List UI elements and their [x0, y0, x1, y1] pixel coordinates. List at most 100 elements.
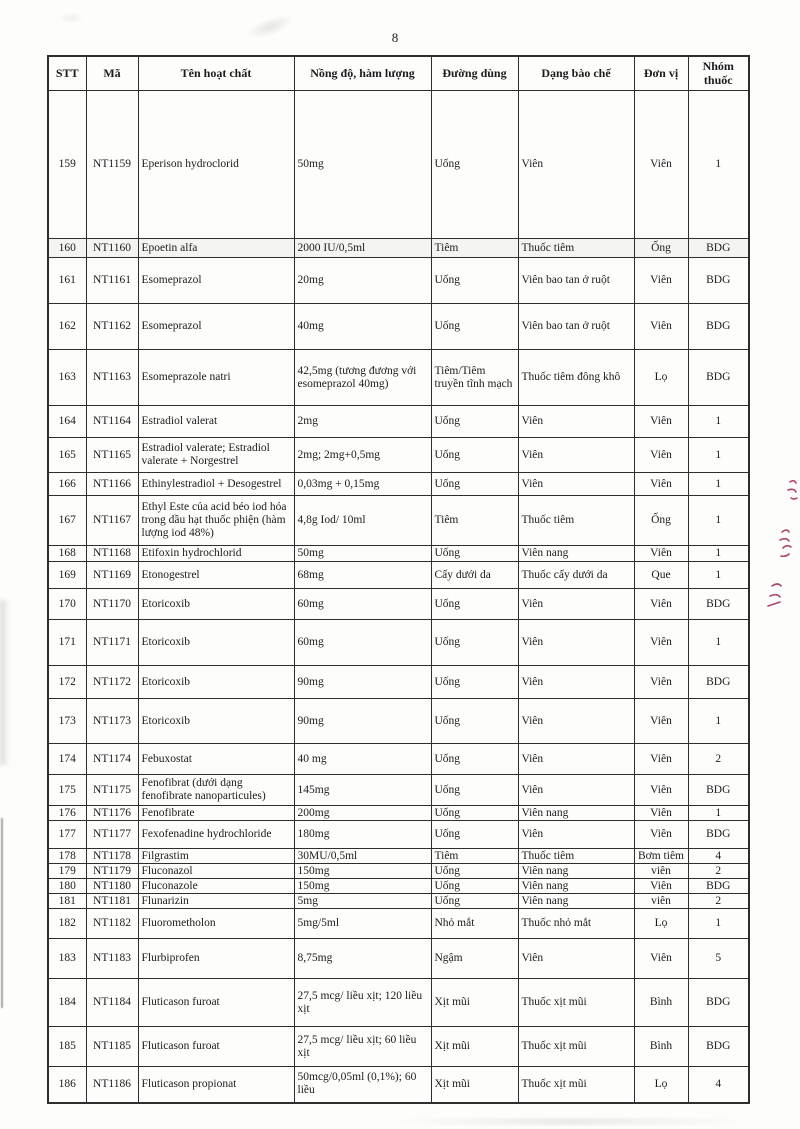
cell-code: NT1181 [85, 893, 139, 909]
cell-name: Eperison hydroclorid [137, 90, 295, 239]
cell-code: NT1169 [85, 561, 139, 589]
cell-strength: 40mg [293, 303, 432, 350]
header-stt: STT [47, 55, 87, 91]
scan-edge-line-artifact [1, 818, 3, 1008]
cell-group: 2 [687, 863, 750, 879]
cell-unit: Viên [633, 665, 689, 699]
table-row: 171 NT1171 Etoricoxib 60mg Uống Viên Viên 1 [47, 619, 750, 666]
cell-route: Xịt mũi [430, 1066, 519, 1103]
cell-group: BDG [687, 588, 750, 620]
cell-form: Thuốc tiêm đông khô [517, 349, 635, 406]
cell-unit: Viên [633, 257, 689, 304]
cell-route: Uống [430, 257, 519, 304]
cell-name: Esomeprazole natri [137, 349, 295, 406]
cell-code: NT1163 [85, 349, 139, 406]
cell-strength: 40 mg [293, 743, 432, 775]
scan-edge-smudge [0, 600, 9, 765]
cell-stt: 163 [47, 349, 87, 406]
cell-name: Fluconazol [137, 863, 295, 879]
cell-route: Uống [430, 805, 519, 821]
cell-code: NT1176 [85, 805, 139, 821]
cell-form: Viên [517, 743, 635, 775]
table-row: 176 NT1176 Fenofibrate 200mg Uống Viên nang Vi… [47, 805, 750, 821]
cell-unit: Viên [633, 303, 689, 350]
cell-strength: 50mg [293, 545, 432, 562]
cell-route: Uống [430, 472, 519, 496]
cell-unit: Viên [633, 774, 689, 806]
cell-route: Tiêm/Tiêm truyền tĩnh mạch [430, 349, 519, 406]
cell-group: 1 [687, 805, 750, 821]
cell-form: Thuốc xịt mũi [517, 1026, 635, 1067]
cell-route: Uống [430, 405, 519, 438]
cell-strength: 50mcg/0,05ml (0,1%); 60 liều [293, 1066, 432, 1103]
cell-group: 1 [687, 619, 750, 666]
cell-route: Nhỏ mắt [430, 908, 519, 939]
cell-group: BDG [687, 238, 750, 258]
cell-group: 5 [687, 938, 750, 979]
cell-unit: Ống [633, 238, 689, 258]
cell-form: Thuốc nhỏ mắt [517, 908, 635, 939]
header-nong-do: Nồng độ, hàm lượng [293, 55, 432, 91]
cell-code: NT1159 [85, 90, 139, 239]
table-row: 170 NT1170 Etoricoxib 60mg Uống Viên Viên BDG [47, 588, 750, 620]
cell-group: 1 [687, 437, 750, 473]
page-number: 8 [391, 30, 399, 45]
cell-stt: 176 [47, 805, 87, 821]
cell-stt: 165 [47, 437, 87, 473]
cell-code: NT1172 [85, 665, 139, 699]
cell-code: NT1165 [85, 437, 139, 473]
table-row: 179 NT1179 Fluconazol 150mg Uống Viên nang viê… [47, 863, 750, 879]
cell-group: 1 [687, 908, 750, 939]
cell-route: Uống [430, 665, 519, 699]
cell-form: Viên nang [517, 878, 635, 894]
cell-strength: 60mg [293, 588, 432, 620]
cell-route: Uống [430, 863, 519, 879]
cell-form: Viên nang [517, 805, 635, 821]
table-row: 177 NT1177 Fexofenadine hydrochloride 180mg… [47, 820, 750, 849]
cell-name: Etonogestrel [137, 561, 295, 589]
table-row: 160 NT1160 Epoetin alfa 2000 IU/0,5ml Tiêm Th… [47, 238, 750, 258]
cell-route: Uống [430, 545, 519, 562]
cell-group: 1 [687, 698, 750, 744]
cell-code: NT1160 [85, 238, 139, 258]
cell-group: BDG [687, 1026, 750, 1067]
cell-name: Estradiol valerat [137, 405, 295, 438]
cell-stt: 171 [47, 619, 87, 666]
cell-group: BDG [687, 257, 750, 304]
cell-unit: Ống [633, 495, 689, 546]
cell-group: BDG [687, 665, 750, 699]
cell-group: BDG [687, 820, 750, 849]
table-row: 162 NT1162 Esomeprazol 40mg Uống Viên bao tan… [47, 303, 750, 350]
cell-route: Uống [430, 437, 519, 473]
table-row: 166 NT1166 Ethinylestradiol + Desogestrel 0… [47, 472, 750, 496]
cell-name: Ethyl Este của acid béo iod hóa trong dầ… [137, 495, 295, 546]
cell-name: Flunarizin [137, 893, 295, 909]
cell-strength: 27,5 mcg/ liều xịt; 120 liều xịt [293, 978, 432, 1027]
cell-stt: 181 [47, 893, 87, 909]
cell-code: NT1164 [85, 405, 139, 438]
cell-unit: Lọ [633, 349, 689, 406]
cell-name: Fenofibrat (dưới dạng fenofibrate nanopa… [137, 774, 295, 806]
cell-group: 1 [687, 495, 750, 546]
cell-route: Uống [430, 893, 519, 909]
cell-stt: 170 [47, 588, 87, 620]
table-body: 159 NT1159 Eperison hydroclorid 50mg Uống Viê… [47, 90, 750, 1103]
table-row: 174 NT1174 Febuxostat 40 mg Uống Viên Viên 2 [47, 743, 750, 775]
table-row: 178 NT1178 Filgrastim 30MU/0,5ml Tiêm Thuốc t… [47, 848, 750, 864]
cell-strength: 2mg [293, 405, 432, 438]
cell-unit: Viên [633, 405, 689, 438]
cell-unit: Viên [633, 743, 689, 775]
cell-name: Flurbiprofen [137, 938, 295, 979]
cell-name: Ethinylestradiol + Desogestrel [137, 472, 295, 496]
table-row: 161 NT1161 Esomeprazol 20mg Uống Viên bao tan… [47, 257, 750, 304]
cell-stt: 184 [47, 978, 87, 1027]
cell-strength: 2mg; 2mg+0,5mg [293, 437, 432, 473]
cell-unit: Viên [633, 805, 689, 821]
cell-group: BDG [687, 978, 750, 1027]
cell-stt: 160 [47, 238, 87, 258]
header-duong-dung: Đường dùng [430, 55, 519, 91]
cell-code: NT1162 [85, 303, 139, 350]
cell-form: Thuốc xịt mũi [517, 978, 635, 1027]
cell-strength: 180mg [293, 820, 432, 849]
